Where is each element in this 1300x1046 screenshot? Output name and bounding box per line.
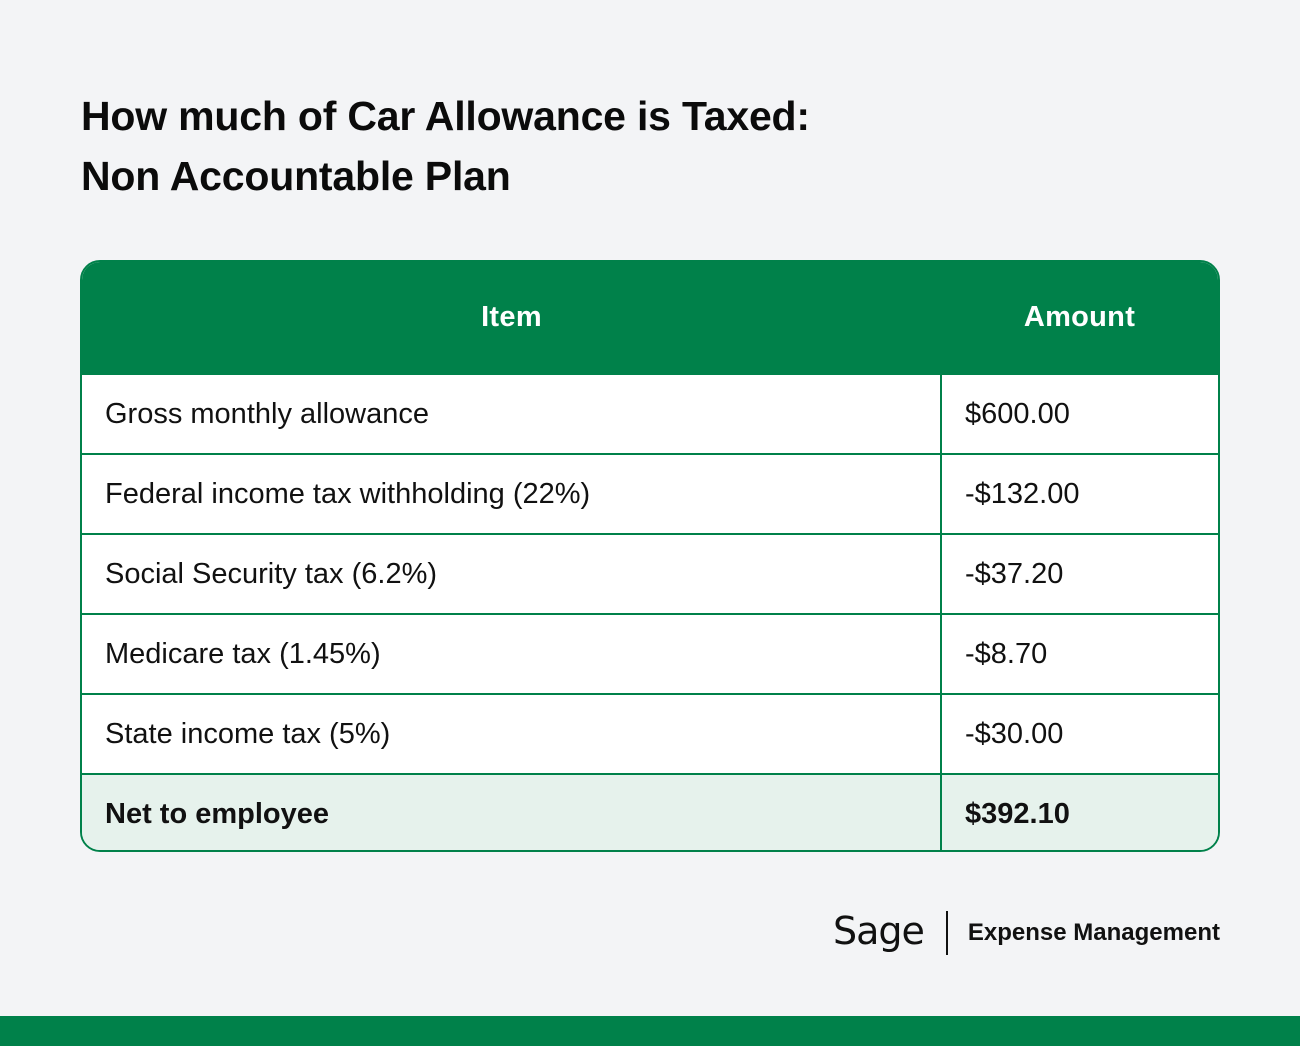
row-item: State income tax (5%) [82,693,941,774]
table-row: Social Security tax (6.2%) -$37.20 [82,533,1218,614]
row-amount: -$132.00 [940,453,1218,534]
page-title: How much of Car Allowance is Taxed: Non … [81,86,810,206]
row-amount: $600.00 [940,373,1218,454]
row-item: Federal income tax withholding (22%) [82,453,941,534]
total-amount: $392.10 [940,773,1218,850]
table-header-row: Item Amount [82,262,1218,374]
table-row: Gross monthly allowance $600.00 [82,373,1218,454]
logo-divider [945,911,948,955]
row-item: Medicare tax (1.45%) [82,613,941,694]
tax-table-grid: Item Amount Gross monthly allowance $600… [82,262,1218,850]
bottom-accent-bar [0,1016,1300,1046]
row-item: Gross monthly allowance [82,373,941,454]
product-name: Expense Management [967,919,1220,946]
row-item: Social Security tax (6.2%) [82,533,941,614]
column-header-amount: Amount [1023,301,1136,333]
column-header-item: Item [481,301,542,333]
table-row: State income tax (5%) -$30.00 [82,693,1218,774]
total-item: Net to employee [82,773,941,850]
title-line-1: How much of Car Allowance is Taxed: [81,93,810,139]
row-amount: -$37.20 [940,533,1218,614]
tax-table: Item Amount Gross monthly allowance $600… [80,260,1220,852]
table-row: Medicare tax (1.45%) -$8.70 [82,613,1218,694]
total-row: Net to employee $392.10 [82,773,1218,850]
title-line-2: Non Accountable Plan [81,153,511,199]
table-row: Federal income tax withholding (22%) -$1… [82,453,1218,534]
footer-branding: Sage Expense Management [833,908,1220,958]
sage-logo: Sage [832,909,925,953]
row-amount: -$8.70 [940,613,1218,694]
row-amount: -$30.00 [940,693,1218,774]
